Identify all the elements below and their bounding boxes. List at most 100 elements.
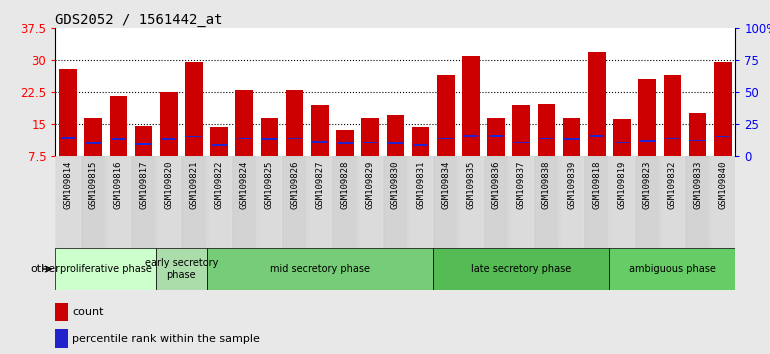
Bar (614, 142, 630, 143)
Bar (489, 135, 504, 137)
Text: GSM109815: GSM109815 (89, 160, 98, 209)
Text: GSM109830: GSM109830 (391, 160, 400, 209)
Bar (383, 156, 408, 248)
Bar (412, 127, 430, 156)
Bar (534, 156, 559, 248)
Bar (85, 118, 102, 156)
Bar (262, 138, 277, 140)
Bar (387, 115, 404, 156)
Text: mid secretory phase: mid secretory phase (270, 264, 370, 274)
Bar (287, 138, 302, 139)
Text: other: other (30, 264, 60, 274)
Bar (434, 248, 609, 290)
Text: GSM109820: GSM109820 (164, 160, 173, 209)
Bar (336, 130, 354, 156)
Bar (685, 156, 710, 248)
Bar (537, 103, 555, 156)
Bar (206, 156, 232, 248)
Bar (206, 248, 434, 290)
Text: GDS2052 / 1561442_at: GDS2052 / 1561442_at (55, 13, 223, 27)
Bar (484, 156, 509, 248)
Bar (111, 138, 126, 140)
Bar (487, 118, 505, 156)
Bar (160, 92, 178, 156)
Text: GSM109839: GSM109839 (567, 160, 576, 209)
Text: GSM109826: GSM109826 (290, 160, 300, 209)
Text: GSM109837: GSM109837 (517, 160, 526, 209)
Text: GSM109818: GSM109818 (592, 160, 601, 209)
Bar (337, 142, 353, 144)
Text: GSM109821: GSM109821 (189, 160, 199, 209)
Bar (660, 156, 685, 248)
Bar (161, 138, 176, 140)
Text: GSM109827: GSM109827 (316, 160, 324, 209)
Bar (588, 52, 606, 156)
Bar (634, 156, 660, 248)
Bar (313, 141, 327, 143)
Text: GSM109836: GSM109836 (491, 160, 500, 209)
Text: GSM109817: GSM109817 (139, 160, 148, 209)
Bar (609, 248, 735, 290)
Bar (61, 137, 75, 139)
Bar (559, 156, 584, 248)
Bar (438, 138, 454, 139)
Bar (182, 156, 206, 248)
Bar (156, 248, 206, 290)
Text: GSM109838: GSM109838 (542, 160, 551, 209)
Bar (55, 303, 68, 321)
Text: GSM109829: GSM109829 (366, 160, 375, 209)
Bar (434, 156, 458, 248)
Text: late secretory phase: late secretory phase (471, 264, 571, 274)
Bar (589, 135, 604, 137)
Bar (509, 156, 534, 248)
Bar (714, 62, 732, 156)
Bar (156, 156, 182, 248)
Bar (333, 156, 357, 248)
Bar (135, 126, 152, 156)
Bar (131, 156, 156, 248)
Bar (539, 138, 554, 139)
Text: percentile rank within the sample: percentile rank within the sample (72, 334, 260, 344)
Text: GSM109823: GSM109823 (643, 160, 651, 209)
Bar (408, 156, 434, 248)
Text: GSM109814: GSM109814 (64, 160, 72, 209)
Text: GSM109840: GSM109840 (718, 160, 727, 209)
Text: proliferative phase: proliferative phase (60, 264, 152, 274)
Bar (514, 142, 529, 143)
Bar (584, 156, 609, 248)
Bar (437, 75, 454, 156)
Bar (464, 135, 478, 137)
Bar (257, 156, 282, 248)
Bar (458, 156, 484, 248)
Bar (55, 248, 156, 290)
Bar (185, 62, 203, 156)
Bar (609, 156, 634, 248)
Bar (261, 118, 278, 156)
Bar (413, 144, 428, 146)
Bar (85, 142, 101, 144)
Bar (210, 127, 228, 156)
Text: GSM109819: GSM109819 (618, 160, 627, 209)
Bar (59, 69, 77, 156)
Bar (665, 138, 680, 139)
Text: GSM109835: GSM109835 (467, 160, 475, 209)
Bar (212, 144, 226, 146)
Bar (282, 156, 307, 248)
Text: GSM109822: GSM109822 (215, 160, 223, 209)
Bar (564, 138, 579, 140)
Bar (710, 156, 735, 248)
Text: GSM109825: GSM109825 (265, 160, 274, 209)
Text: early secretory
phase: early secretory phase (145, 258, 218, 280)
Bar (307, 156, 333, 248)
Bar (664, 75, 681, 156)
Bar (361, 118, 379, 156)
Text: GSM109832: GSM109832 (668, 160, 677, 209)
Text: GSM109833: GSM109833 (693, 160, 702, 209)
Bar (513, 105, 530, 156)
Bar (688, 113, 706, 156)
Text: GSM109831: GSM109831 (416, 160, 425, 209)
Text: count: count (72, 307, 104, 317)
Bar (388, 142, 403, 144)
Text: GSM109816: GSM109816 (114, 160, 123, 209)
Bar (715, 136, 730, 137)
